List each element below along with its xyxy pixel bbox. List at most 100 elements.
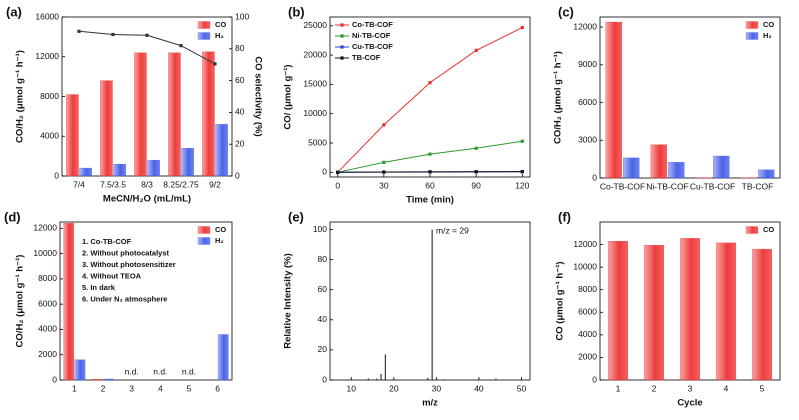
marker (179, 44, 182, 47)
marker (382, 161, 385, 164)
x-tick-label: 8.25/2.75 (163, 179, 199, 189)
y-tick-label: 10000 (303, 108, 327, 118)
y-axis-label: CO/ (μmol g⁻¹) (283, 64, 294, 129)
bar (202, 52, 214, 176)
x-tick-label: 2 (652, 383, 657, 393)
legend-swatch (198, 22, 210, 29)
y-tick-label: 80 (318, 254, 328, 264)
y2-axis-label: CO selectivity (%) (252, 56, 263, 136)
y-tick-label: 8000 (40, 91, 59, 101)
y-tick-label: 0 (592, 374, 597, 384)
bar (758, 170, 774, 178)
panel-label: (f) (558, 209, 571, 224)
y-tick-label: 12000 (33, 223, 57, 233)
y2-tick-label: 60 (235, 75, 245, 85)
y-tick-label: 9000 (578, 59, 597, 69)
marker (111, 33, 114, 36)
y2-tick-label: 0 (235, 170, 240, 180)
x-tick-label: 40 (474, 383, 484, 393)
legend-swatch-marker (340, 23, 343, 26)
x-axis-label: Cycle (677, 398, 702, 409)
marker (521, 170, 524, 173)
note: 6. Under N₂ atmosphere (82, 294, 167, 303)
bar (215, 124, 227, 176)
y-axis-label: CO/H₂ (μmol g⁻¹ h⁻¹) (15, 50, 26, 143)
bar (66, 95, 78, 176)
x-tick-label: 8/3 (141, 179, 153, 189)
y-axis-label: CO/H₂ (μmol g⁻¹ h⁻¹) (15, 255, 26, 348)
bar (623, 158, 639, 178)
series-line (338, 141, 523, 172)
legend-label: Co-TB-COF (352, 20, 393, 29)
legend-label: CO (763, 20, 774, 29)
legend-swatch-marker (340, 56, 343, 59)
bar (606, 22, 622, 178)
x-axis-label: Time (min) (406, 195, 454, 206)
bar (713, 156, 729, 178)
legend-label: H₂ (215, 236, 224, 245)
marker (77, 30, 80, 33)
y-tick-label: 0 (52, 374, 57, 384)
marker (428, 170, 431, 173)
x-tick-label: 90 (471, 180, 481, 190)
x-tick-label: Ni-TB-COF (646, 181, 689, 191)
y-tick-label: 8000 (578, 284, 597, 294)
y-tick-label: 0 (592, 172, 597, 182)
y-tick-label: 12000 (35, 51, 59, 61)
y2-tick-label: 80 (235, 43, 245, 53)
x-tick-label: 5 (187, 383, 192, 393)
x-tick-label: Cu-TB-COF (690, 181, 735, 191)
y-tick-label: 25000 (303, 20, 327, 30)
bar (218, 334, 228, 380)
x-tick-label: 3 (129, 383, 134, 393)
x-axis-label: m/z (422, 398, 438, 409)
bar (752, 249, 772, 380)
note: 3. Without photosensitizer (82, 260, 176, 269)
bar (668, 162, 684, 178)
nd-label: n.d. (182, 366, 196, 376)
legend-swatch (746, 22, 758, 29)
bar (75, 360, 85, 380)
bar (644, 245, 664, 380)
marker (145, 34, 148, 37)
bar (103, 379, 113, 380)
y-tick-label: 6000 (38, 298, 57, 308)
y-axis-label: Relative Intensity (%) (283, 253, 294, 349)
y-tick-label: 20 (318, 344, 328, 354)
bar (100, 81, 112, 176)
y-tick-label: 8000 (38, 273, 57, 283)
x-tick-label: 30 (432, 383, 442, 393)
y2-tick-label: 100 (235, 11, 249, 21)
legend-swatch (746, 33, 758, 40)
marker (382, 170, 385, 173)
legend-swatch (198, 227, 210, 234)
y-tick-label: 2000 (578, 352, 597, 362)
bar (113, 164, 125, 176)
bar (680, 238, 700, 380)
note: 1. Co-TB-COF (82, 237, 132, 246)
y-tick-label: 0 (322, 374, 327, 384)
x-tick-label: 20 (389, 383, 399, 393)
x-tick-label: 60 (425, 180, 435, 190)
marker (428, 81, 431, 84)
legend-label: CO (215, 20, 226, 29)
y-tick-label: 10000 (573, 261, 597, 271)
bar (64, 223, 74, 380)
legend-label: CO (763, 225, 774, 234)
y-axis-label: CO/H₂ (μmol g⁻¹ h⁻¹) (553, 51, 564, 144)
bar (651, 145, 667, 178)
bar (608, 241, 628, 380)
legend-swatch (198, 33, 210, 40)
panel-label: (a) (6, 4, 22, 19)
legend-swatch-marker (340, 34, 343, 37)
x-tick-label: Co-TB-COF (600, 181, 645, 191)
bar (716, 243, 736, 380)
x-tick-label: 7.5/3.5 (100, 179, 126, 189)
panel-label: (d) (4, 209, 21, 224)
y-tick-label: 10000 (33, 248, 57, 258)
y-tick-label: 4000 (38, 324, 57, 334)
bar (134, 53, 146, 176)
y2-tick-label: 20 (235, 138, 245, 148)
x-tick-label: 9/2 (209, 179, 221, 189)
